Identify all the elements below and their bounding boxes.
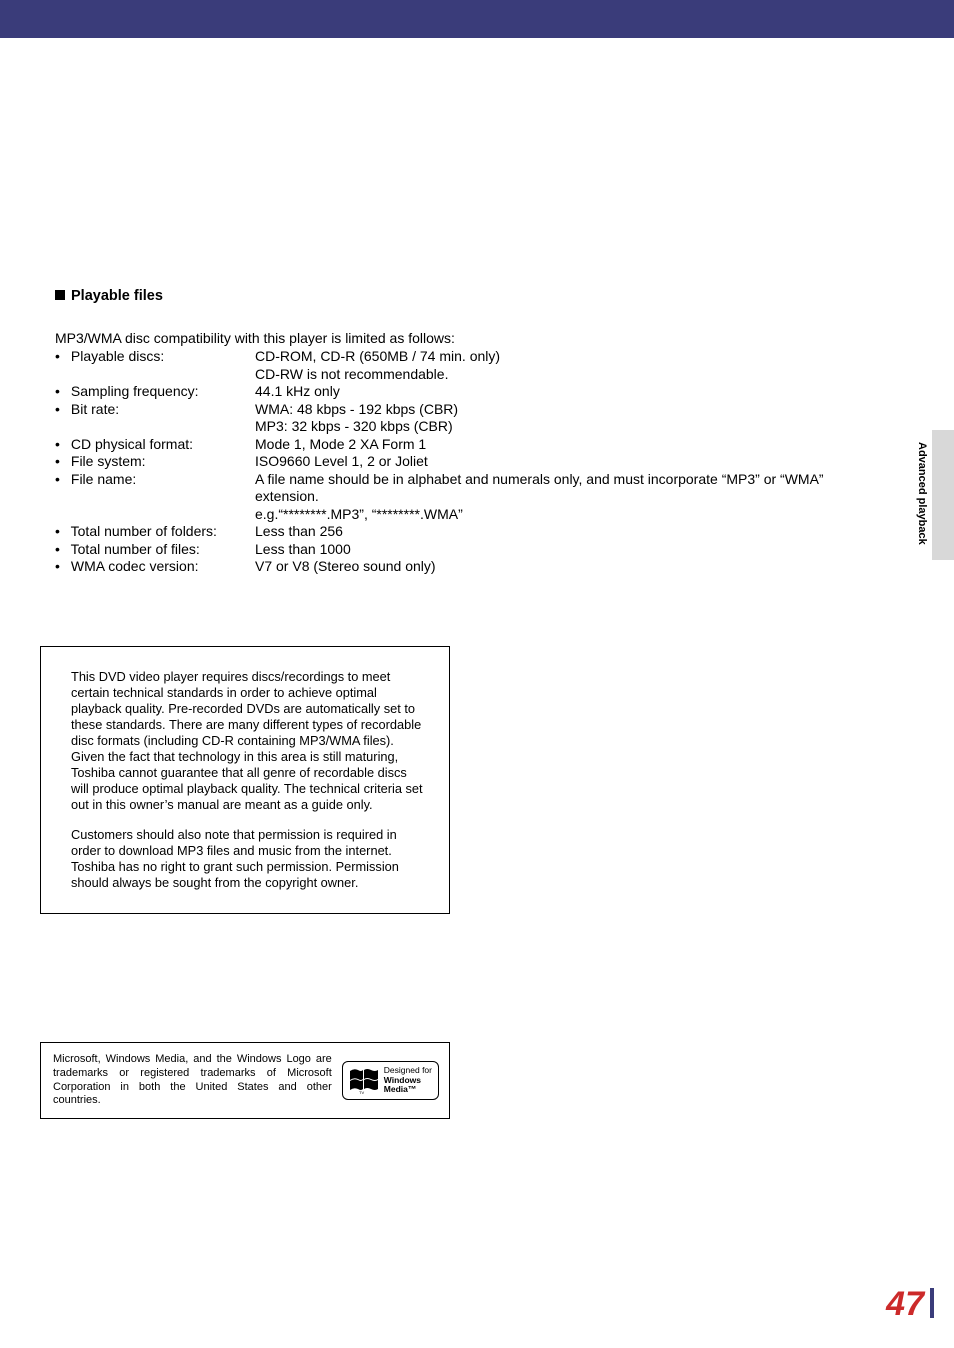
spec-label: • Total number of files: [55,541,255,559]
spec-row: • Total number of folders:Less than 256 [55,523,875,541]
trademark-box: Microsoft, Windows Media, and the Window… [40,1042,450,1119]
windows-media-logo-box: TV Designed for Windows Media™ [342,1061,439,1099]
section-heading-text: Playable files [71,288,163,304]
spec-label: • Bit rate: [55,401,255,419]
page: Advanced playback Playable files MP3/WMA… [0,0,954,1348]
top-color-band [0,0,954,38]
spec-value: 44.1 kHz only [255,383,875,401]
spec-list: • Playable discs:CD-ROM, CD-R (650MB / 7… [55,348,875,576]
spec-value: WMA: 48 kbps - 192 kbps (CBR) [255,401,875,419]
spec-value: Less than 1000 [255,541,875,559]
spec-row: • CD physical format:Mode 1, Mode 2 XA F… [55,436,875,454]
side-section-tab [932,430,954,560]
spec-label [55,506,255,524]
main-content: Playable files MP3/WMA disc compatibilit… [55,288,875,576]
spec-value: Mode 1, Mode 2 XA Form 1 [255,436,875,454]
spec-label: • Total number of folders: [55,523,255,541]
svg-text:TV: TV [359,1090,364,1095]
spec-value: V7 or V8 (Stereo sound only) [255,558,875,576]
spec-row: • Bit rate:WMA: 48 kbps - 192 kbps (CBR) [55,401,875,419]
spec-row: • File system:ISO9660 Level 1, 2 or Joli… [55,453,875,471]
square-bullet-icon [55,290,65,300]
spec-label [55,418,255,436]
notice-box: This DVD video player requires discs/rec… [40,646,450,914]
spec-row: • Sampling frequency:44.1 kHz only [55,383,875,401]
spec-label: • WMA codec version: [55,558,255,576]
spec-value: CD-ROM, CD-R (650MB / 74 min. only) [255,348,875,366]
spec-row: • Total number of files:Less than 1000 [55,541,875,559]
spec-label: • File system: [55,453,255,471]
spec-value: A file name should be in alphabet and nu… [255,471,875,506]
spec-row: • File name:A file name should be in alp… [55,471,875,506]
notice-paragraph-2: Customers should also note that permissi… [71,827,425,891]
spec-label: • CD physical format: [55,436,255,454]
spec-row: • Playable discs:CD-ROM, CD-R (650MB / 7… [55,348,875,366]
spec-row: e.g.“********.MP3”, “********.WMA” [55,506,875,524]
spec-label: • Playable discs: [55,348,255,366]
spec-value: e.g.“********.MP3”, “********.WMA” [255,506,875,524]
logo-line-3: Media™ [384,1085,432,1094]
spec-value: Less than 256 [255,523,875,541]
windows-media-logo-text: Designed for Windows Media™ [384,1066,432,1094]
spec-label [55,366,255,384]
spec-row: CD-RW is not recommendable. [55,366,875,384]
spec-row: • WMA codec version:V7 or V8 (Stereo sou… [55,558,875,576]
spec-label: • Sampling frequency: [55,383,255,401]
notice-paragraph-1: This DVD video player requires discs/rec… [71,669,425,813]
page-number: 47 [886,1285,924,1324]
section-heading: Playable files [55,288,875,304]
spec-value: MP3: 32 kbps - 320 kbps (CBR) [255,418,875,436]
windows-flag-icon: TV [349,1067,379,1095]
spec-label: • File name: [55,471,255,506]
spec-value: ISO9660 Level 1, 2 or Joliet [255,453,875,471]
spec-value: CD-RW is not recommendable. [255,366,875,384]
intro-line: MP3/WMA disc compatibility with this pla… [55,330,875,346]
side-section-label: Advanced playback [916,442,928,545]
trademark-text: Microsoft, Windows Media, and the Window… [53,1053,332,1108]
page-number-bar [930,1288,934,1318]
spec-row: MP3: 32 kbps - 320 kbps (CBR) [55,418,875,436]
